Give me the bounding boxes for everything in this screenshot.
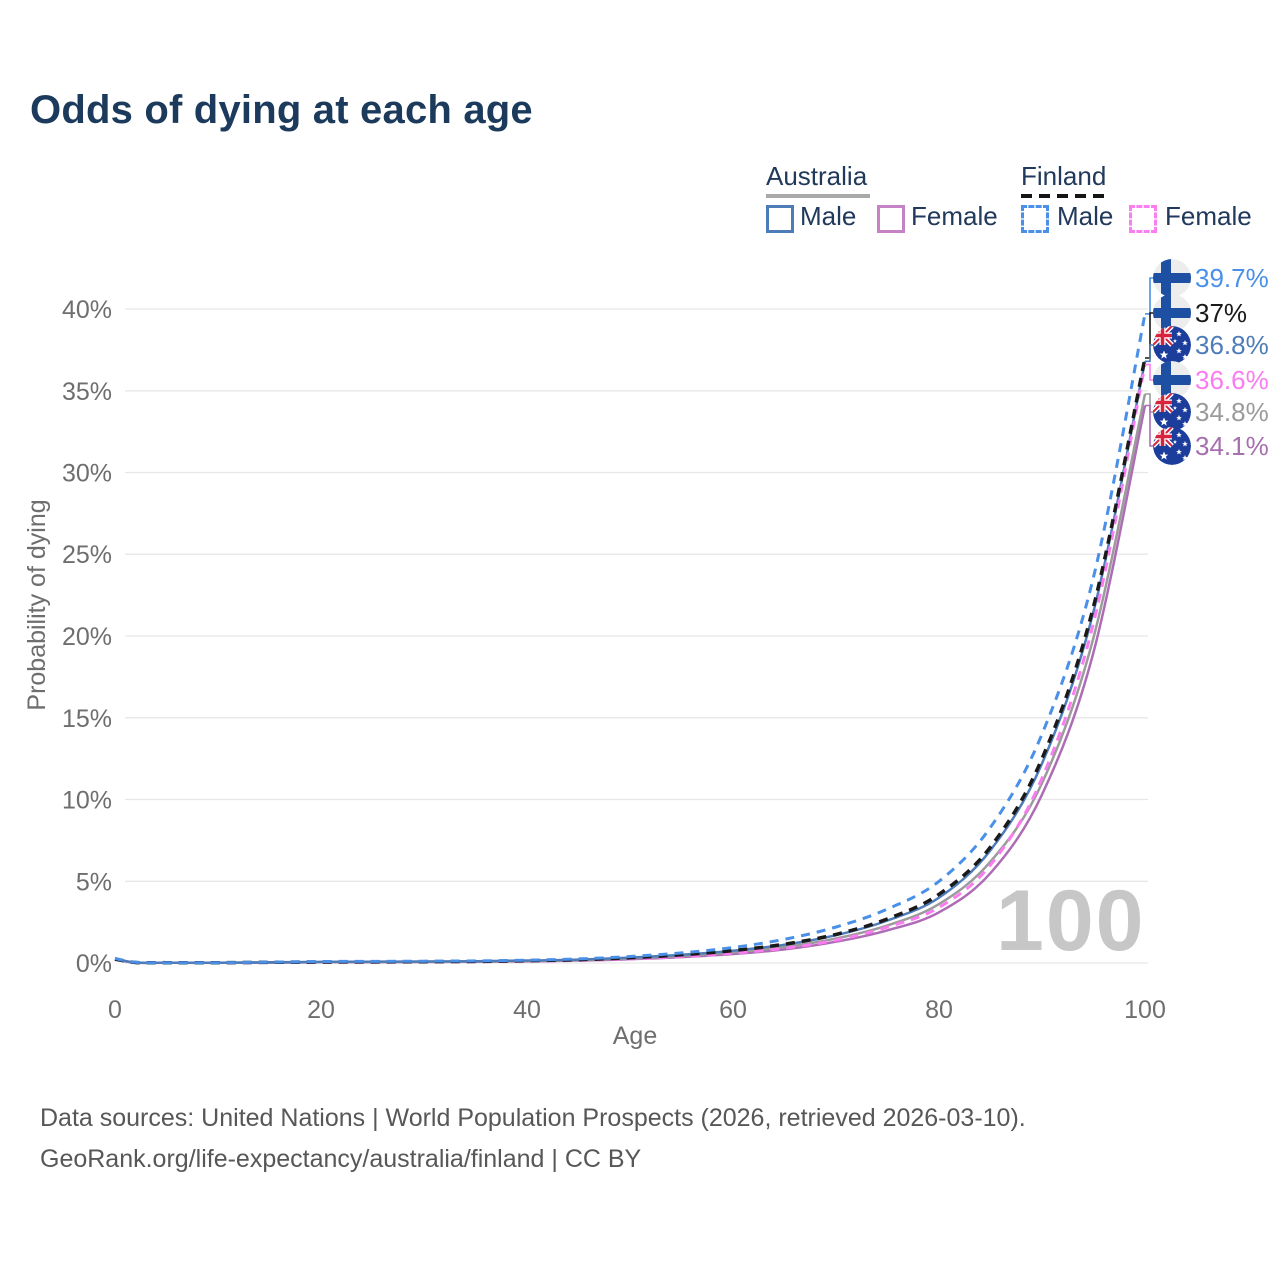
legend-finland-line-sample <box>1021 194 1107 198</box>
y-tick-label: 40% <box>62 296 112 324</box>
x-tick-label: 0 <box>108 996 122 1024</box>
label-connector <box>1145 363 1154 381</box>
end-label-australia-total: 34.8% <box>1195 397 1269 427</box>
y-tick-label: 10% <box>62 787 112 815</box>
label-connector <box>1145 277 1154 315</box>
finland-flag-icon <box>1153 361 1191 399</box>
series-line-australia-female[interactable] <box>114 405 1147 965</box>
finland-flag-icon <box>1153 294 1191 332</box>
label-connector <box>1145 312 1154 359</box>
series-lines <box>114 313 1147 965</box>
x-tick-label: 100 <box>1124 996 1166 1024</box>
series-line-finland-male[interactable] <box>114 313 1147 965</box>
end-label-finland-male: 39.7% <box>1195 263 1269 293</box>
end-label-finland-female: 36.6% <box>1195 365 1269 395</box>
end-label-finland-total: 37% <box>1195 298 1247 328</box>
x-axis-tick-labels: 0 20 40 60 80 100 <box>108 996 1166 1024</box>
end-label-australia-male: 36.8% <box>1195 330 1269 360</box>
legend-swatch-finland-female[interactable] <box>1129 205 1157 233</box>
y-axis-tick-labels: 0% 5% 10% 15% 20% 25% 30% 35% 40% <box>62 296 112 978</box>
legend-label-australia-female[interactable]: Female <box>911 201 998 231</box>
end-label-australia-female: 34.1% <box>1195 431 1269 461</box>
x-axis-title: Age <box>613 1022 657 1050</box>
australia-flag-icon <box>1153 393 1191 431</box>
legend-swatch-australia-male[interactable] <box>766 205 794 233</box>
x-tick-label: 40 <box>513 996 541 1024</box>
legend-label-finland-male[interactable]: Male <box>1057 201 1114 231</box>
x-tick-label: 20 <box>307 996 335 1024</box>
legend-label-australia-male[interactable]: Male <box>800 201 857 231</box>
gridlines <box>125 308 1148 964</box>
footer-data-sources: Data sources: United Nations | World Pop… <box>40 1104 1026 1132</box>
chart-watermark: 100 <box>996 873 1146 969</box>
y-tick-label: 15% <box>62 705 112 733</box>
y-axis-title: Probability of dying <box>23 499 51 710</box>
y-tick-label: 5% <box>76 868 112 896</box>
y-tick-label: 35% <box>62 378 112 406</box>
end-labels: 39.7% 37% 36.8% <box>1145 259 1269 465</box>
legend-group-australia: Australia <box>766 161 868 191</box>
y-tick-label: 30% <box>62 460 112 488</box>
chart[interactable]: 100 0% 5% 10% 15% 20% 25% 30% 35% 40% 0 20 40 60 80 1… <box>0 250 1280 1070</box>
legend-group-finland: Finland <box>1021 161 1107 191</box>
y-tick-label: 25% <box>62 541 112 569</box>
page-title: Odds of dying at each age <box>30 88 533 132</box>
label-connector <box>1145 404 1154 447</box>
y-tick-label: 20% <box>62 623 112 651</box>
label-connector <box>1145 393 1154 413</box>
series-line-australia-total[interactable] <box>114 393 1147 965</box>
legend-swatch-finland-male[interactable] <box>1021 205 1049 233</box>
australia-flag-icon <box>1153 427 1191 465</box>
x-tick-label: 80 <box>925 996 953 1024</box>
footer-attribution: GeoRank.org/life-expectancy/australia/fi… <box>40 1145 642 1173</box>
australia-flag-icon <box>1153 326 1191 364</box>
finland-flag-icon <box>1153 259 1191 297</box>
y-tick-label: 0% <box>76 950 112 978</box>
legend-australia-line-sample <box>766 194 870 198</box>
legend-swatch-australia-female[interactable] <box>877 205 905 233</box>
label-connector <box>1145 344 1154 363</box>
x-tick-label: 60 <box>719 996 747 1024</box>
legend-label-finland-female[interactable]: Female <box>1165 201 1252 231</box>
